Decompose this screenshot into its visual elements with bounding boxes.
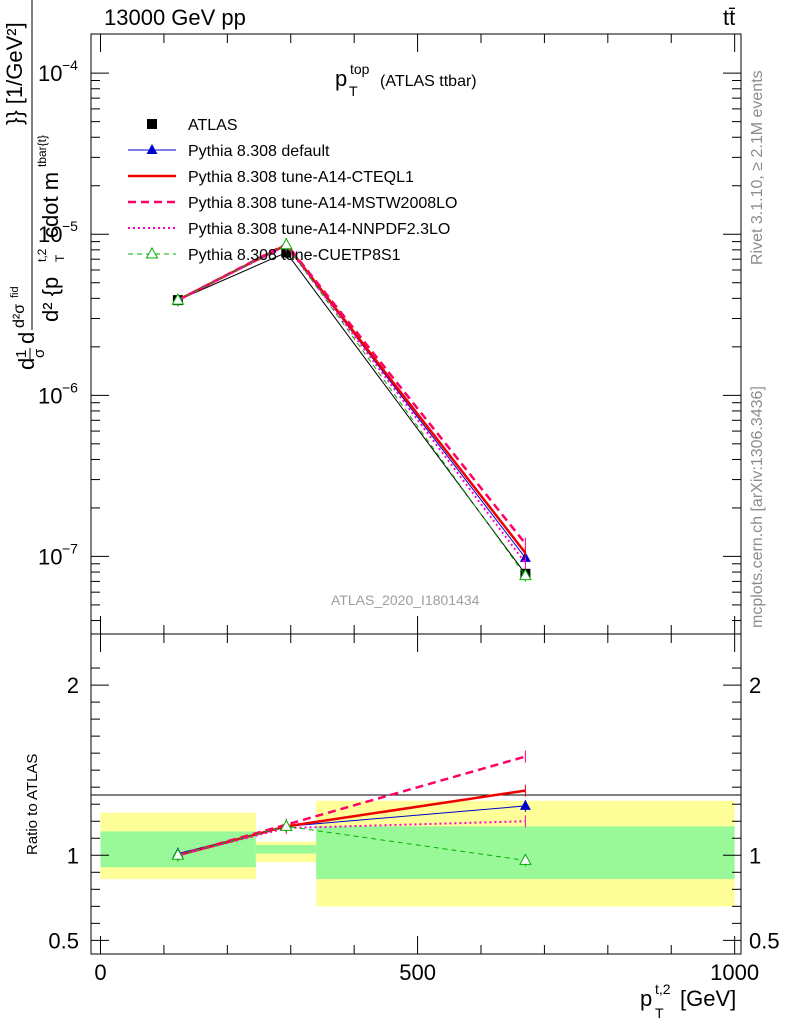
ratio-y-tick-label-right-2: 2: [749, 673, 761, 698]
ratio-point-4-1: [279, 819, 293, 831]
main-series-line-4: [177, 244, 527, 564]
x-tick-label-1: 500: [399, 960, 436, 985]
legend-label-5: Pythia 8.308 tune-CUETP8S1: [188, 247, 401, 264]
svg-text:d: d: [14, 332, 39, 344]
x-axis-label-unit: [GeV]: [680, 986, 736, 1011]
main-series-line-1: [177, 244, 526, 559]
legend-marker-1: [146, 144, 158, 154]
collision-label: 13000 GeV pp: [104, 5, 246, 30]
legend-marker-5: [145, 246, 159, 259]
main-point-5-2: [519, 568, 532, 581]
main-point-5-0: [171, 293, 185, 305]
green-band-1: [255, 845, 317, 854]
svg-text:T: T: [53, 254, 67, 262]
legend-label-3: Pythia 8.308 tune-A14-MSTW2008LO: [188, 195, 457, 212]
legend-label-4: Pythia 8.308 tune-A14-NNPDF2.3LO: [188, 221, 450, 238]
ratio-plot-frame: [90, 633, 742, 955]
ratio-y-ticks: 0.5 0.5 1 1 2 2: [48, 667, 780, 953]
x-axis-label-sup: t,2: [655, 981, 671, 997]
ratio-point-0-2: [519, 799, 531, 810]
svg-text:d² {p: d² {p: [38, 277, 63, 322]
legend-label-0: ATLAS: [188, 117, 238, 134]
ratio-series-line-2: [177, 755, 526, 857]
legend-label-2: Pythia 8.308 tune-A14-CTEQL1: [188, 169, 414, 186]
plot-title: p: [335, 66, 347, 91]
svg-text:d: d: [14, 358, 39, 370]
x-axis-label: p t,2 T [GeV]: [640, 981, 736, 1021]
main-y-tick-label-1: 10: [38, 222, 62, 247]
x-tick-label-0: 0: [94, 960, 106, 985]
ratio-y-axis-label: Ratio to ATLAS: [24, 754, 41, 855]
plot-title-main: p: [335, 66, 347, 91]
green-band-2: [316, 826, 735, 880]
ratio-x-ticks: 0 500 1000: [94, 634, 759, 985]
mcplots-label: mcplots.cern.ch [arXiv:1306.3436]: [749, 386, 766, 628]
ratio-series-group: [171, 750, 532, 867]
ratio-y-tick-label-2: 2: [67, 673, 79, 698]
ratio-y-tick-label-right-1: 1: [749, 843, 761, 868]
main-series-group: [171, 237, 532, 582]
main-y-tick-exp-1: −5: [62, 218, 78, 234]
main-minor-ticks: [91, 34, 741, 634]
x-axis-label-main: p: [640, 986, 652, 1011]
main-y-tick-exp-3: −7: [62, 540, 78, 556]
legend: ATLAS Pythia 8.308 default Pythia 8.308 tu…: [128, 117, 457, 264]
process-label: tt̄: [723, 5, 735, 30]
main-series-line-3: [177, 242, 527, 545]
main-point-0-1: [281, 247, 292, 258]
svg-text:d²σ: d²σ: [11, 304, 28, 328]
main-y-ticks: 10−410−510−610−7: [38, 57, 741, 569]
svg-text:σ: σ: [31, 348, 48, 358]
main-plot: 10−410−510−610−7 p top T (ATLAS ttbar) A…: [38, 33, 742, 635]
main-y-tick-label-0: 10: [38, 61, 62, 86]
main-series-line-5: [177, 244, 526, 576]
x-axis-label-sub: T: [655, 1005, 664, 1021]
main-y-tick-label-2: 10: [38, 383, 62, 408]
legend-label-1: Pythia 8.308 default: [188, 143, 330, 160]
svg-text:}} [1/GeV²]: }} [1/GeV²]: [2, 22, 27, 125]
ratio-plot: 0.5 0.5 1 1 2 2 0 500 1000: [48, 633, 780, 985]
main-series-line-0: [177, 251, 526, 575]
svg-text:fid: fid: [9, 286, 21, 298]
main-y-tick-exp-0: −4: [62, 57, 78, 73]
ratio-point-4-0: [171, 848, 185, 860]
rivet-label: Rivet 3.1.10, ≥ 2.1M events: [749, 70, 766, 265]
main-y-tick-exp-2: −6: [62, 379, 78, 395]
svg-text:cdot m: cdot m: [38, 172, 63, 238]
plot-title-rest: (ATLAS ttbar): [380, 73, 477, 90]
svg-text:tbar{t}: tbar{t}: [35, 135, 49, 167]
ratio-y-tick-label-0: 0.5: [48, 928, 79, 953]
x-tick-label-2: 1000: [710, 960, 759, 985]
main-series-line-2: [177, 243, 527, 554]
plot-title-sub: T: [349, 83, 358, 99]
ratio-point-4-2: [519, 853, 532, 865]
main-point-5-1: [279, 237, 293, 250]
plot-title-sup: top: [350, 61, 370, 77]
ratio-y-tick-label-1: 1: [67, 843, 79, 868]
ratio-y-tick-label-right-0: 0.5: [749, 928, 780, 953]
svg-text:1: 1: [13, 350, 30, 358]
analysis-watermark: ATLAS_2020_I1801434: [331, 592, 480, 608]
main-y-axis-label: d 1 σ d d²σ fid d² {p t,2 T cdot m tbar{…: [2, 0, 67, 370]
main-y-tick-label-3: 10: [38, 544, 62, 569]
svg-text:t,2: t,2: [35, 248, 49, 262]
legend-marker-0: [147, 119, 157, 129]
uncertainty-bands: [100, 800, 735, 907]
